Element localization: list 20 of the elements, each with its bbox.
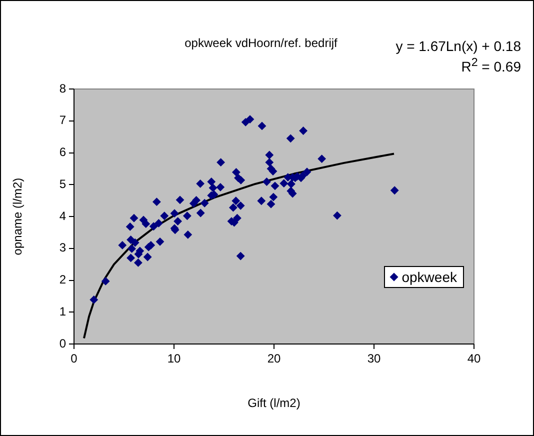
chart-title: opkweek vdHoorn/ref. bedrijf — [184, 36, 338, 50]
y-tick-label: 7 — [59, 113, 66, 128]
y-tick-label: 6 — [59, 145, 66, 160]
text: y = 1.67Ln(x) + 0.18 — [396, 38, 521, 54]
y-tick-label: 4 — [59, 208, 66, 223]
x-tick-label: 20 — [267, 352, 281, 366]
x-tick-label: 30 — [367, 352, 381, 366]
y-axis-title: opname (l/m2) — [10, 178, 25, 256]
text: R$^{2}$ = 0.69 — [461, 56, 521, 75]
y-tick-label: 3 — [59, 240, 66, 255]
y-tick-label: 1 — [59, 304, 66, 318]
x-tick-label: 10 — [167, 352, 181, 366]
y-tick-label: 0 — [59, 336, 66, 350]
y-tick-label: 5 — [59, 176, 66, 191]
x-tick-label: 40 — [467, 352, 481, 366]
y-tick-label: 8 — [59, 81, 66, 96]
x-tick-label: 0 — [70, 352, 78, 366]
x-axis-title: Gift (l/m2) — [248, 396, 300, 410]
y-tick-label: 2 — [59, 272, 66, 287]
legend-label: opkweek — [402, 269, 457, 285]
